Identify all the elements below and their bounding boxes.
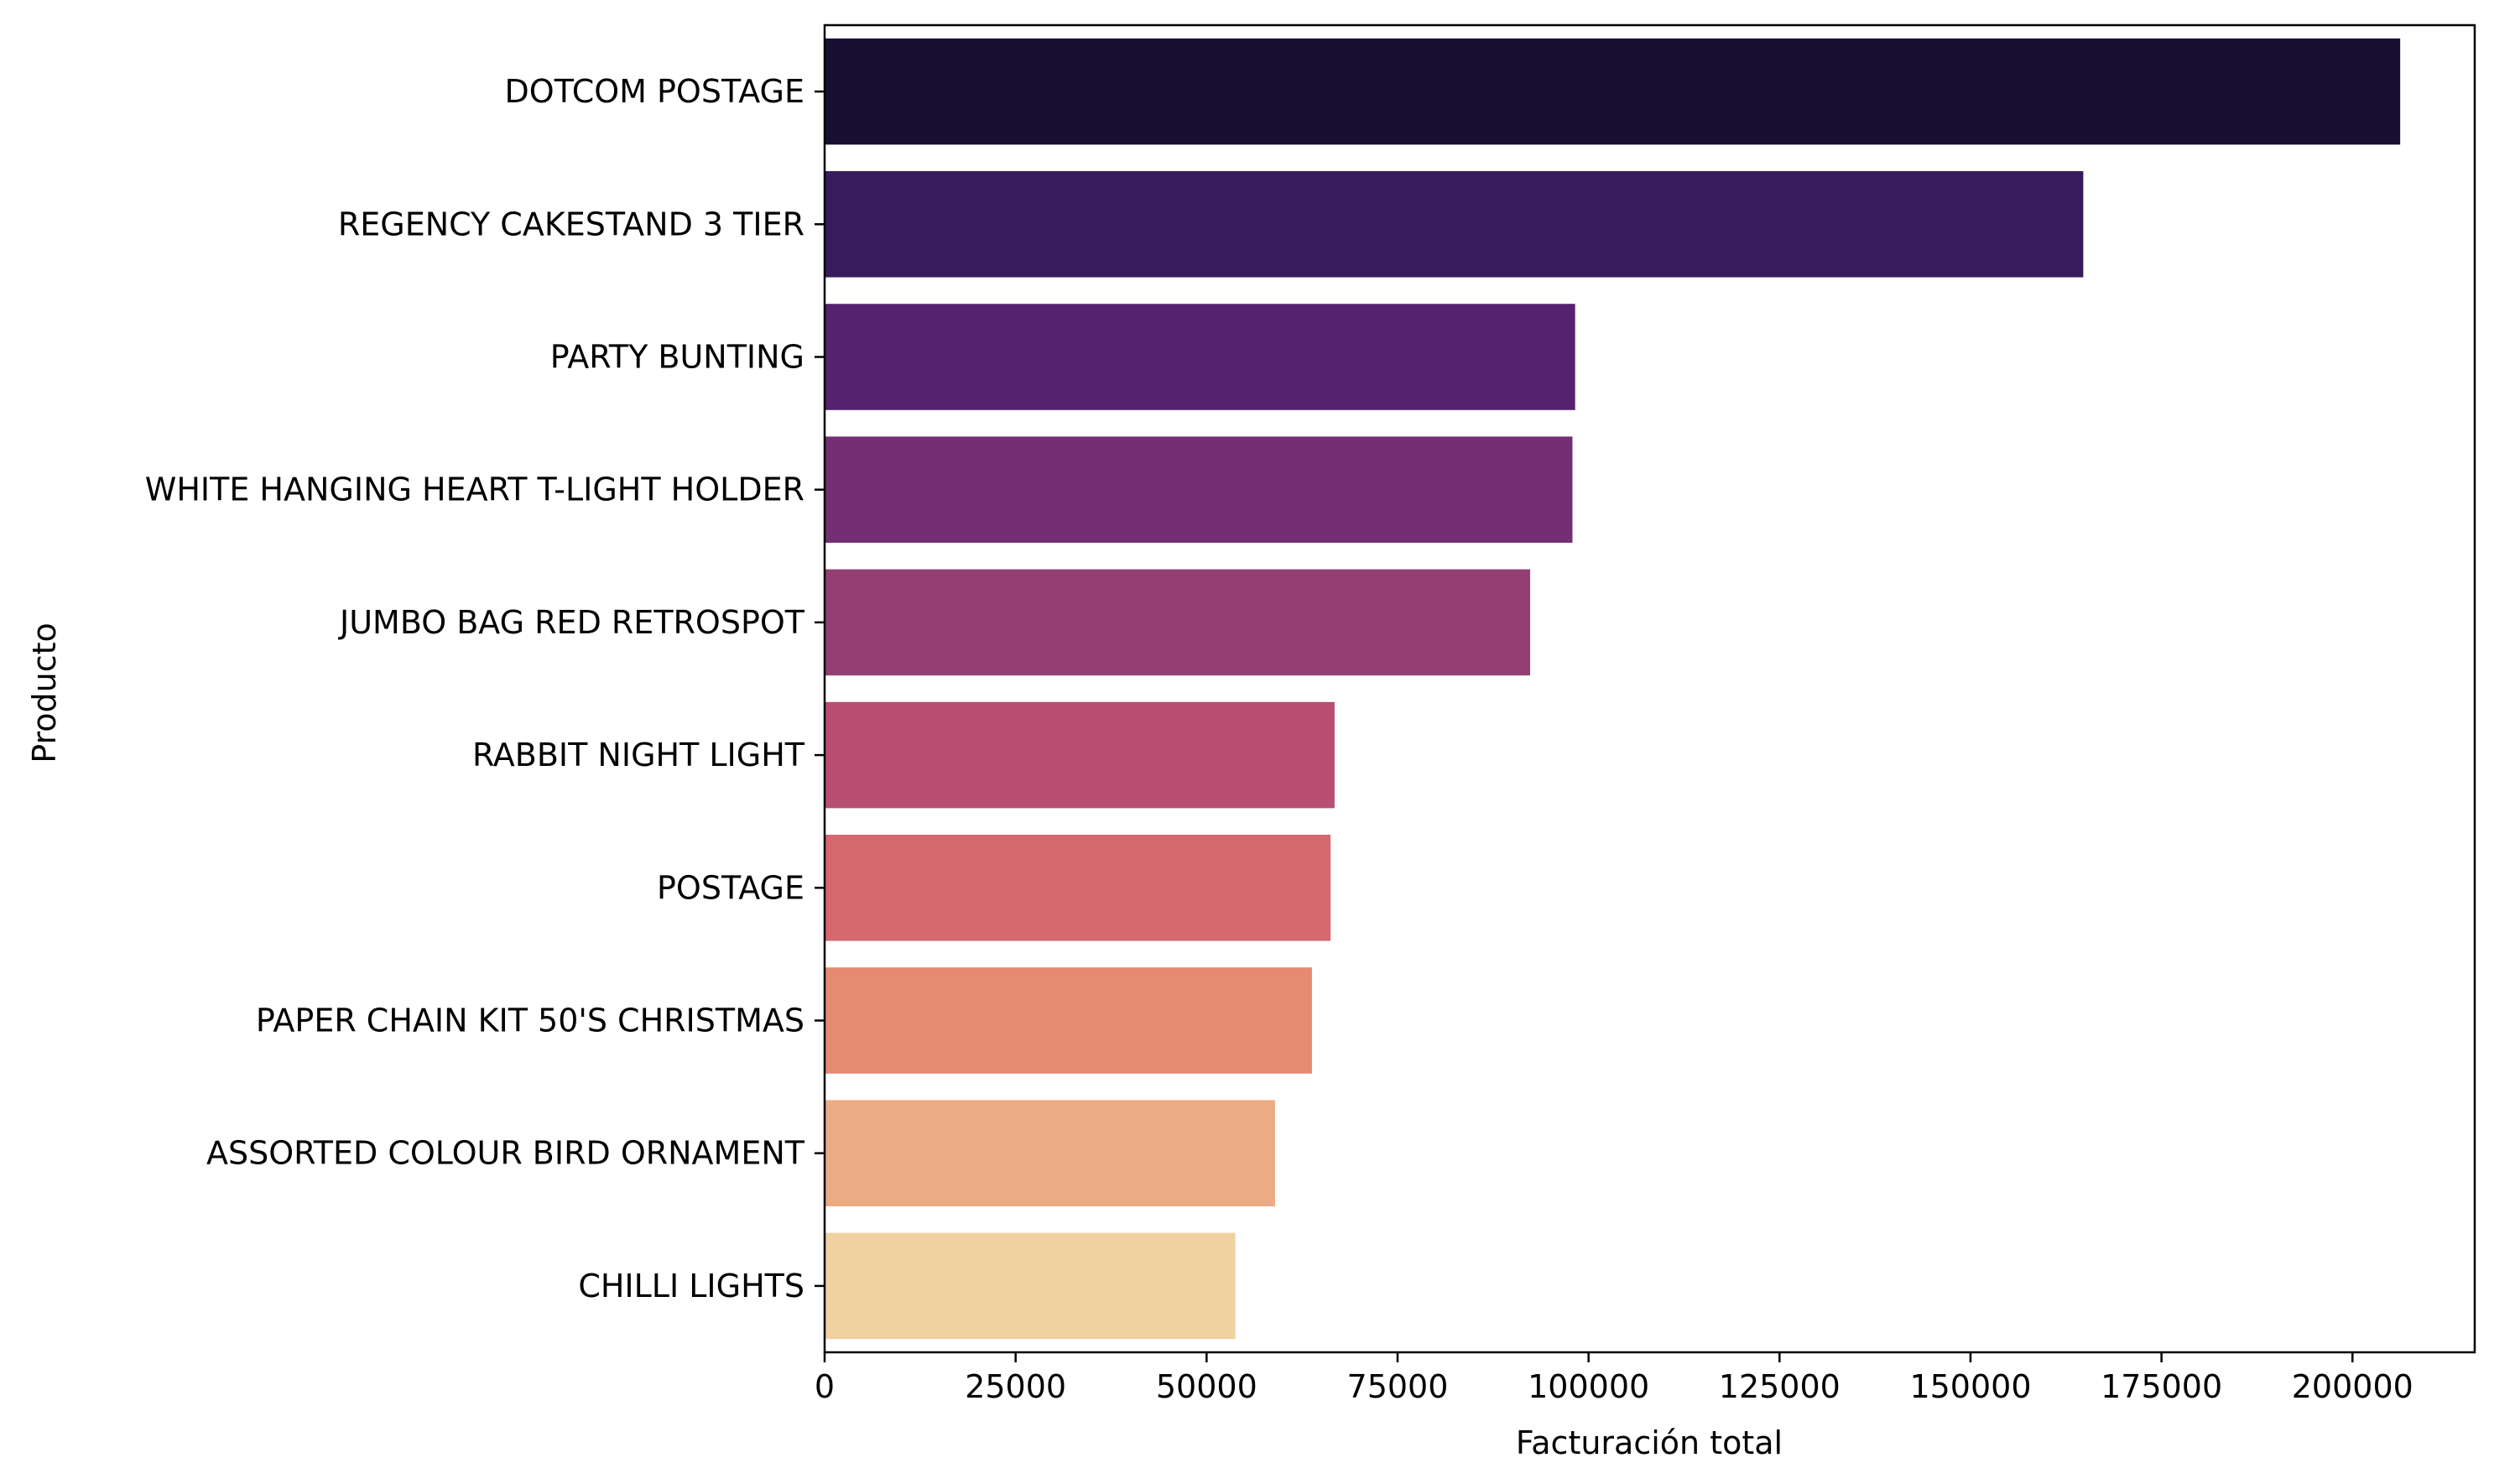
bar bbox=[825, 304, 1575, 410]
y-tick-label: REGENCY CAKESTAND 3 TIER bbox=[338, 206, 804, 242]
y-tick-label: WHITE HANGING HEART T-LIGHT HOLDER bbox=[145, 471, 804, 508]
x-tick-label: 75000 bbox=[1347, 1368, 1449, 1405]
bar bbox=[825, 569, 1531, 676]
x-tick-label: 50000 bbox=[1156, 1368, 1257, 1405]
x-tick-label: 175000 bbox=[2101, 1368, 2222, 1405]
x-tick-label: 150000 bbox=[1909, 1368, 2031, 1405]
y-tick-label: DOTCOM POSTAGE bbox=[505, 73, 804, 110]
bars-group bbox=[825, 38, 2401, 1340]
y-axis-title: Producto bbox=[26, 622, 63, 763]
y-axis-ticks: DOTCOM POSTAGE REGENCY CAKESTAND 3 TIER PA… bbox=[145, 73, 825, 1304]
y-tick-label: ASSORTED COLOUR BIRD ORNAMENT bbox=[206, 1135, 805, 1172]
y-tick-label: POSTAGE bbox=[657, 869, 804, 906]
bar bbox=[825, 1232, 1236, 1340]
bar bbox=[825, 967, 1312, 1074]
x-tick-label: 125000 bbox=[1719, 1368, 1841, 1405]
bar bbox=[825, 38, 2401, 145]
y-tick-label: RABBIT NIGHT LIGHT bbox=[472, 737, 805, 773]
x-tick-label: 200000 bbox=[2292, 1368, 2413, 1405]
bar bbox=[825, 1100, 1275, 1206]
bar bbox=[825, 171, 2084, 278]
x-tick-label: 25000 bbox=[965, 1368, 1066, 1405]
y-tick-label: CHILLI LIGHTS bbox=[578, 1268, 804, 1304]
plot-frame bbox=[823, 23, 2476, 1354]
y-tick-label: PARTY BUNTING bbox=[550, 339, 804, 376]
x-axis-ticks: 0 25000 50000 75000 100000 125000 150000 175000… bbox=[815, 1352, 2413, 1405]
x-axis-title: Facturación total bbox=[1516, 1424, 1783, 1461]
y-tick-label: PAPER CHAIN KIT 50'S CHRISTMAS bbox=[256, 1002, 804, 1039]
x-tick-label: 0 bbox=[815, 1368, 835, 1405]
bar bbox=[825, 835, 1331, 941]
x-tick-label: 100000 bbox=[1528, 1368, 1649, 1405]
bar bbox=[825, 436, 1573, 543]
bar bbox=[825, 701, 1335, 809]
y-tick-label: JUMBO BAG RED RETROSPOT bbox=[338, 604, 805, 641]
